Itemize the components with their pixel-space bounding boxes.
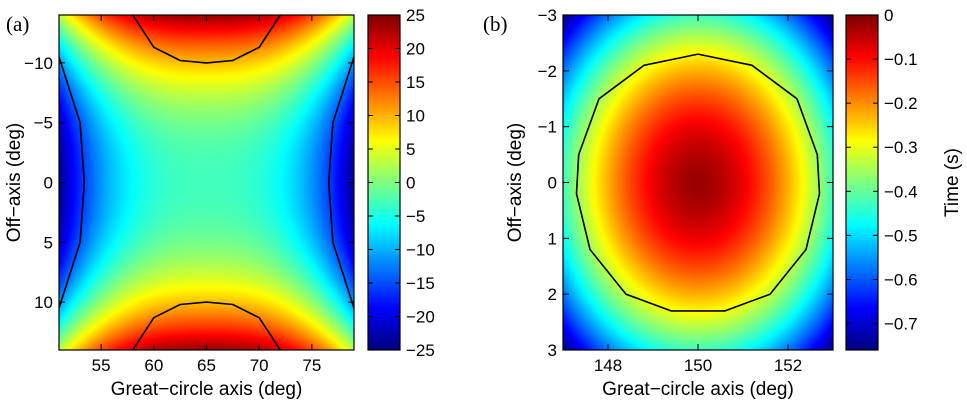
- contour-line-3: [58, 56, 86, 309]
- panel-b-tag: (b): [483, 12, 508, 36]
- y-tick-label: 0: [548, 174, 557, 193]
- colorbar-tick-label: −0.1: [884, 50, 918, 69]
- contour-line-1: [575, 53, 821, 312]
- panel-a-x-axis-label: Great−circle axis (deg): [111, 379, 303, 400]
- colorbar-tick-label: −0.6: [884, 270, 918, 289]
- panel-a-heatmap: [59, 15, 354, 350]
- panel-b-colorbar-label: Time (s): [942, 148, 963, 217]
- panel-b-ticks: 148 150 152 −3 −2 −1 0 1 2 3: [538, 6, 833, 375]
- y-tick-label: 10: [34, 293, 53, 312]
- panel-a-ticks: 55 60 65 70 75 −10 −5 0 5 10: [24, 15, 354, 375]
- y-tick-label: 3: [548, 341, 557, 360]
- colorbar-tick-label: −15: [406, 274, 435, 293]
- panel-a-colorbar: [368, 15, 400, 350]
- x-tick-label: 55: [92, 356, 111, 375]
- y-tick-label: 1: [548, 229, 557, 248]
- panel-b-colorbar-frame: [845, 14, 879, 351]
- x-tick-label: 65: [197, 356, 216, 375]
- panel-a-tag: (a): [6, 12, 29, 36]
- panel-b-y-axis-label: Off−axis (deg): [505, 123, 526, 243]
- panel-b-heatmap: [563, 15, 833, 350]
- colorbar-tick-label: 15: [406, 73, 425, 92]
- colorbar-tick-label: −0.2: [884, 94, 918, 113]
- x-tick-label: 150: [684, 356, 712, 375]
- y-tick-label: −2: [538, 62, 557, 81]
- panel-a-colorbar-ticks: 25 20 15 10 5 0 −5 −10 −15 −20 −25: [368, 6, 435, 360]
- colorbar-tick-label: −0.5: [884, 226, 918, 245]
- colorbar-tick-label: 20: [406, 40, 425, 59]
- y-tick-label: −1: [538, 118, 557, 137]
- panel-b-x-axis-label: Great−circle axis (deg): [602, 379, 794, 400]
- colorbar-tick-label: 25: [406, 6, 425, 25]
- colorbar-tick-label: −0.7: [884, 315, 918, 334]
- y-tick-label: 2: [548, 285, 557, 304]
- colorbar-tick-label: −25: [406, 341, 435, 360]
- contour-line-4: [327, 56, 355, 309]
- colorbar-tick-label: 0: [406, 174, 415, 193]
- panel-b-colorbar: [846, 15, 878, 350]
- contour-line-1: [132, 14, 281, 64]
- x-tick-label: 152: [774, 356, 802, 375]
- panel-b: (b) 148 150 152 −3 −2 −1 0 1 2 3 Great−circle axi…: [483, 6, 963, 400]
- colorbar-tick-label: −0.3: [884, 138, 918, 157]
- contour-line-2: [132, 301, 281, 351]
- y-tick-label: 5: [44, 233, 53, 252]
- y-tick-label: −5: [34, 114, 53, 133]
- colorbar-tick-label: −10: [406, 241, 435, 260]
- x-tick-label: 70: [250, 356, 269, 375]
- panel-a-contours: [58, 14, 355, 351]
- x-tick-label: 75: [302, 356, 321, 375]
- colorbar-tick-label: −0.4: [884, 182, 918, 201]
- colorbar-tick-label: 10: [406, 107, 425, 126]
- panel-b-colorbar-ticks: 0 −0.1 −0.2 −0.3 −0.4 −0.5 −0.6 −0.7: [846, 6, 918, 334]
- panel-b-contours: [575, 53, 821, 312]
- y-tick-label: −10: [24, 54, 53, 73]
- panel-a-y-axis-label: Off−axis (deg): [4, 123, 25, 243]
- colorbar-tick-label: −5: [406, 207, 425, 226]
- x-tick-label: 148: [594, 356, 622, 375]
- y-tick-label: −3: [538, 6, 557, 25]
- colorbar-tick-label: 5: [406, 140, 415, 159]
- panel-a: (a) 55 60 65 70 75 −10 −5 0 5 10 Great−circle axi…: [4, 6, 435, 400]
- y-tick-label: 0: [44, 174, 53, 193]
- colorbar-tick-label: −20: [406, 308, 435, 327]
- colorbar-tick-label: 0: [884, 6, 893, 25]
- x-tick-label: 60: [144, 356, 163, 375]
